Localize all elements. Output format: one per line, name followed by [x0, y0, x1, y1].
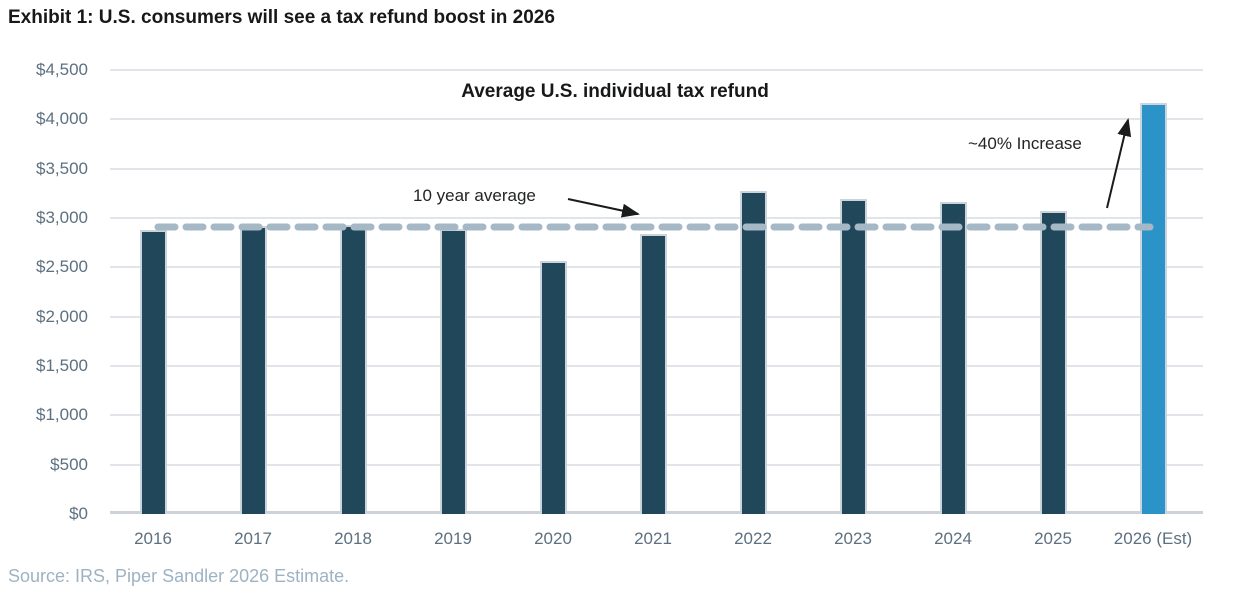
x-tick-label: 2026 (Est) [1113, 529, 1193, 548]
x-tick-label: 2018 [334, 529, 372, 548]
bar-2022 [739, 191, 767, 514]
x-tick-label: 2020 [534, 529, 572, 548]
increase-annotation-label: ~40% Increase [968, 134, 1082, 153]
y-tick-label: $2,500 [36, 257, 88, 277]
y-tick-label: $1,500 [36, 356, 88, 375]
reference-line-layer [110, 70, 1203, 514]
exhibit-title: Exhibit 1: U.S. consumers will see a tax… [8, 7, 555, 28]
ten-year-average-line [149, 218, 1159, 231]
x-tick-label: 2024 [934, 529, 972, 548]
y-tick-label: $4,500 [36, 60, 88, 79]
y-tick-label: $2,000 [36, 306, 88, 326]
chart-title: Average U.S. individual tax refund [461, 81, 769, 102]
x-tick-label: 2016 [134, 529, 172, 548]
bar-2017 [239, 226, 267, 514]
bar-2023 [839, 199, 867, 514]
x-tick-label: 2022 [734, 529, 772, 548]
bar-2026-est [1139, 103, 1167, 514]
source-note: Source: IRS, Piper Sandler 2026 Estimate… [8, 566, 350, 586]
y-tick-label: $500 [50, 454, 88, 474]
bar-2019 [439, 229, 467, 514]
y-tick-label: $1,000 [36, 405, 88, 425]
bar-layer [110, 70, 1203, 514]
y-tick-label: $0 [69, 504, 88, 523]
y-tick-label: $3,000 [36, 208, 88, 227]
bar-2021 [639, 234, 667, 514]
bar-2025 [1039, 211, 1067, 514]
x-tick-label: 2023 [834, 529, 872, 548]
bar-2020 [539, 261, 567, 514]
gridline [110, 69, 1203, 71]
y-axis: $4,500 $4,000 $3,500 $3,000 $2,500 $2,000 $1,5… [0, 60, 88, 523]
x-tick-label: 2021 [634, 529, 672, 548]
x-tick-label: 2025 [1034, 529, 1072, 548]
x-tick-label: 2017 [234, 529, 272, 548]
gridline [110, 118, 1203, 121]
gridline [110, 217, 1203, 219]
bar-2016 [139, 230, 167, 514]
bar-2024 [939, 202, 967, 514]
plot-area: 10 year average ~40% Increase [110, 69, 1203, 514]
bar-2018 [339, 225, 367, 514]
avg-annotation-label: 10 year average [413, 186, 536, 205]
x-axis: 2016 2017 2018 2019 2020 2021 2022 2023 2024 2025… [110, 529, 1203, 553]
gridline [110, 167, 1203, 170]
x-tick-label: 2019 [434, 529, 472, 548]
y-tick-label: $3,500 [36, 158, 88, 178]
y-tick-label: $4,000 [36, 109, 88, 129]
